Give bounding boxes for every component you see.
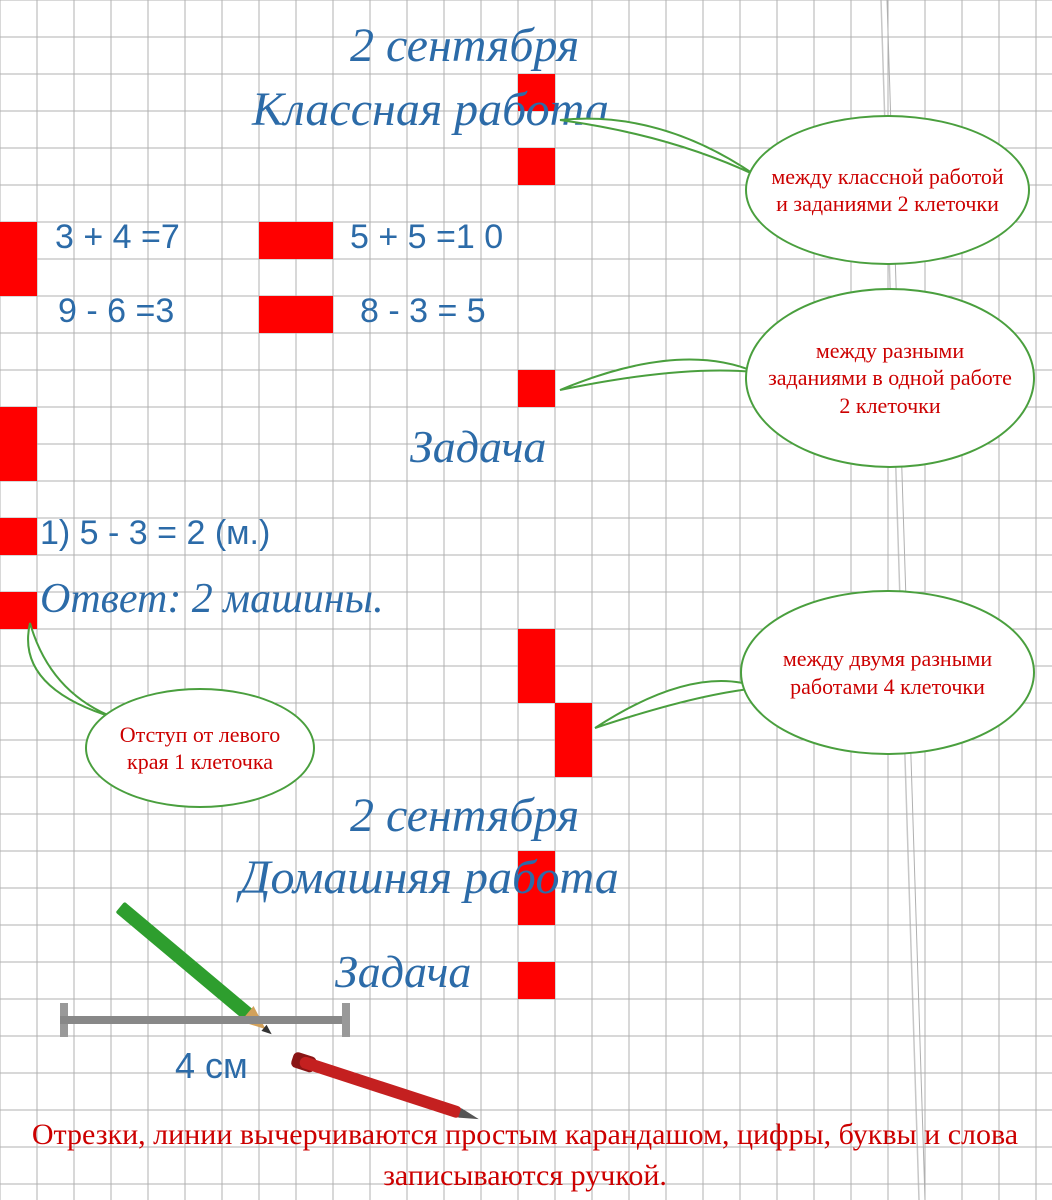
red-cell [518,962,555,999]
red-cell [0,407,37,444]
red-cell [259,296,333,333]
answer-line: Ответ: 2 машины. [40,575,384,623]
homework-title: Домашняя работа [240,850,619,905]
callout-task-gap: между разными заданиями в одной работе 2… [745,288,1035,468]
segment-tick-right [342,1003,350,1037]
equation-1: 3 + 4 =7 [55,218,180,257]
task-heading-1: Задача [410,420,546,473]
callout-work-gap: между двумя разными работами 4 клеточки [740,590,1035,755]
red-cell [518,629,555,666]
task-heading-2: Задача [335,945,471,998]
red-cell [0,444,37,481]
segment-line [60,1016,350,1024]
red-cell [0,592,37,629]
segment-label: 4 см [175,1045,248,1087]
equation-2: 5 + 5 =1 0 [350,218,503,257]
classwork-title: Классная работа [252,82,609,137]
date-line-2: 2 сентября [350,788,579,843]
callout-text: между двумя разными работами 4 клеточки [760,645,1015,700]
red-cell [555,740,592,777]
callout-left-margin: Отступ от левого края 1 клеточка [85,688,315,808]
red-cell [518,666,555,703]
problem-expression: 1) 5 - 3 = 2 (м.) [40,514,270,553]
date-line-1: 2 сентября [350,18,579,73]
equation-4: 8 - 3 = 5 [360,292,486,331]
callout-classwork-gap: между классной работой и заданиями 2 кле… [745,115,1030,265]
footer-note: Отрезки, линии вычерчиваются простым кар… [30,1115,1020,1196]
callout-text: Отступ от левого края 1 клеточка [105,721,295,776]
red-cell [518,370,555,407]
red-cell [555,703,592,740]
red-cell [0,259,37,296]
pencil-icon [116,902,255,1022]
equation-3: 9 - 6 =3 [58,292,174,331]
pen-icon [298,1055,463,1119]
red-cell [0,518,37,555]
callout-text: между разными заданиями в одной работе 2… [765,337,1015,420]
callout-tail-2 [550,370,770,460]
footer-text: Отрезки, линии вычерчиваются простым кар… [32,1118,1018,1192]
red-cell [0,222,37,259]
red-cell [259,222,333,259]
callout-tail-3 [585,688,775,778]
red-cell [518,148,555,185]
callout-text: между классной работой и заданиями 2 кле… [765,163,1010,218]
